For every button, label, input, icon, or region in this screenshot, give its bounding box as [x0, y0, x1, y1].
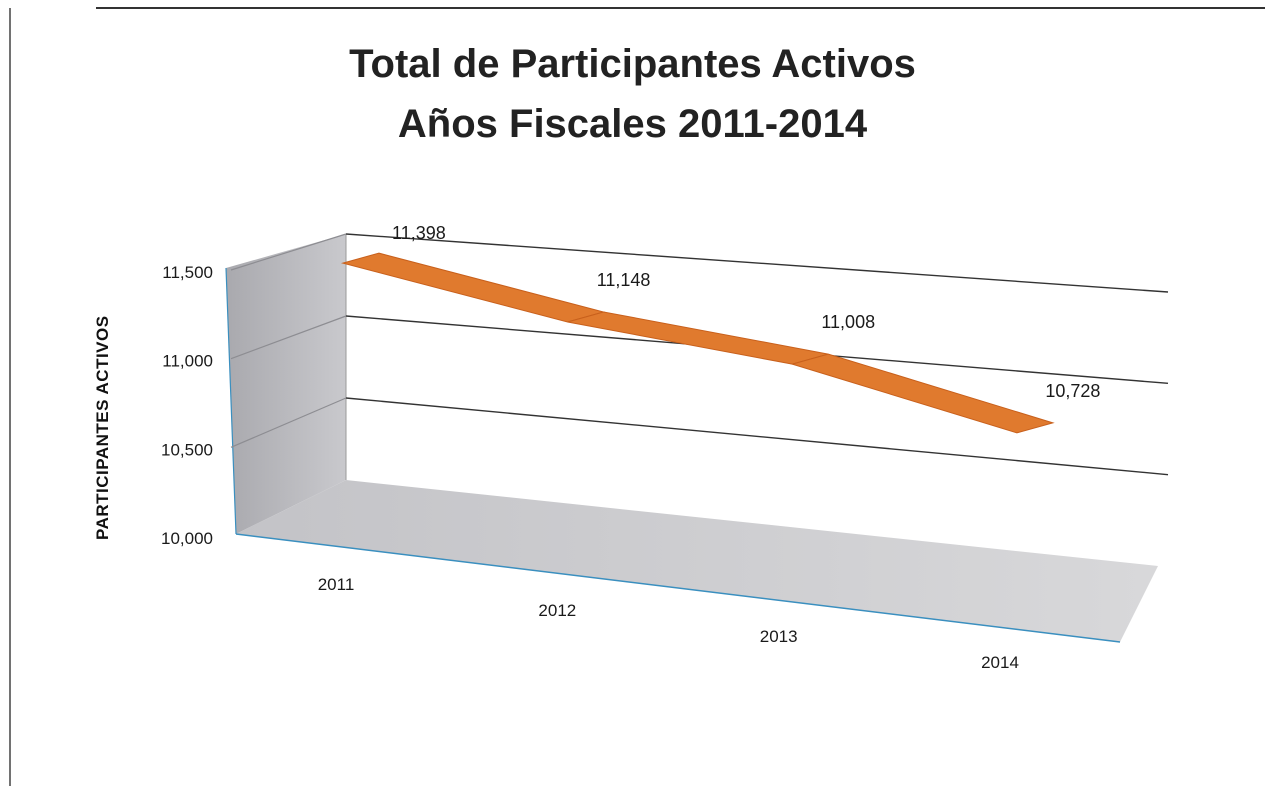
- x-axis-ticks: 2011 2012 2013 2014: [318, 575, 1019, 672]
- y-tick-label: 11,500: [162, 263, 213, 282]
- gridline-back: [345, 233, 1169, 293]
- data-labels: 11,398 11,148 11,008 10,728: [392, 223, 1100, 401]
- gridline-back: [345, 397, 1169, 476]
- gridline-side: [230, 397, 347, 448]
- x-tick-label: 2014: [981, 653, 1019, 672]
- chart-title: Total de Participantes Activos: [349, 42, 916, 86]
- y-tick-label: 11,000: [162, 352, 213, 371]
- y-axis-label: PARTICIPANTES ACTIVOS: [93, 315, 112, 540]
- floor-front-edge: [235, 533, 1121, 643]
- grid-lines: [230, 233, 1169, 476]
- y-tick-label: 10,500: [161, 440, 213, 459]
- series-segment: [790, 353, 1055, 434]
- x-tick-label: 2012: [538, 601, 576, 620]
- series-ribbon: [340, 252, 1055, 434]
- y-tick-label: 10,000: [161, 529, 213, 548]
- data-label: 11,398: [392, 223, 446, 243]
- data-label: 11,008: [821, 312, 875, 332]
- data-label: 10,728: [1045, 381, 1100, 401]
- wall-front-edge: [225, 267, 237, 535]
- x-tick-label: 2011: [318, 575, 355, 594]
- chart-floor: [236, 480, 1158, 642]
- gridline-side: [230, 315, 347, 360]
- x-tick-label: 2013: [760, 627, 798, 646]
- back-side-wall: [226, 234, 346, 534]
- series-segment: [340, 252, 606, 323]
- chart-subtitle: Años Fiscales 2011-2014: [397, 102, 868, 146]
- y-axis-ticks: 10,000 10,500 11,000 11,500: [161, 263, 213, 548]
- data-label: 11,148: [597, 270, 651, 290]
- gridline-side: [230, 233, 347, 271]
